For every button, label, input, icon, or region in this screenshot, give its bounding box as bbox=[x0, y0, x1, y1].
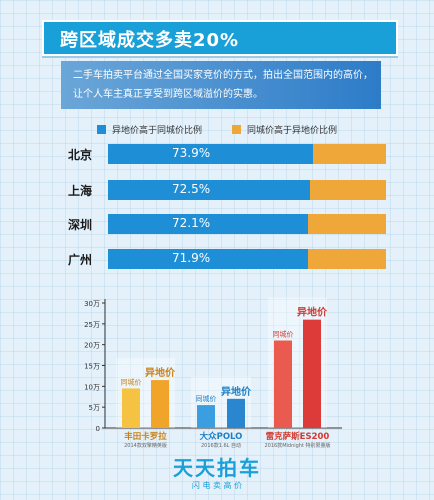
legend-label-local: 同城价高于异地价比例 bbox=[247, 126, 338, 136]
brand-slogan: 闪 电 卖 高 价 bbox=[191, 481, 243, 490]
brand-logo: 天天拍车 bbox=[173, 456, 261, 480]
bar-label: 同城价 bbox=[273, 331, 294, 339]
car-price-chart: 05万10万15万20万25万30万同城价异地价丰田卡罗拉2014款双擎精英版同… bbox=[84, 297, 342, 449]
bar-local-segment: 72.5% bbox=[108, 180, 386, 200]
city-label: 上海 bbox=[68, 184, 93, 198]
description-box: 二手车拍卖平台通过全国买家竞价的方式，拍出全国范围内的高价，让个人车主真正享受到… bbox=[61, 61, 381, 109]
page-title: 跨区域成交多卖20% bbox=[60, 30, 240, 51]
bar-remote-segment bbox=[108, 180, 310, 200]
car-model-subtitle: 2016款1.6L 自动 bbox=[201, 442, 241, 449]
title-banner: 跨区域成交多卖20% bbox=[42, 20, 398, 56]
bar-remote-segment bbox=[108, 214, 309, 234]
city-row: 上海 72.5% bbox=[68, 180, 386, 200]
y-tick-label: 20万 bbox=[84, 342, 100, 350]
legend-item-remote: 异地价高于同城价比例 bbox=[97, 123, 202, 136]
bar-value-label: 72.5% bbox=[172, 182, 211, 196]
bar-local-segment: 72.1% bbox=[108, 214, 386, 234]
legend-item-local: 同城价高于异地价比例 bbox=[232, 123, 337, 136]
y-tick-label: 30万 bbox=[84, 300, 100, 308]
legend-label-remote: 异地价高于同城价比例 bbox=[112, 126, 203, 136]
legend-swatch-blue bbox=[97, 125, 106, 134]
car-bar bbox=[303, 319, 321, 428]
y-tick-label: 10万 bbox=[84, 383, 100, 391]
city-label: 广州 bbox=[68, 253, 93, 267]
y-tick-label: 5万 bbox=[89, 404, 100, 412]
legend-swatch-orange bbox=[232, 125, 241, 134]
bar-remote-segment bbox=[108, 249, 308, 269]
car-model-subtitle: 2016款Midnight 特别限量版 bbox=[264, 442, 330, 449]
bar-label: 同城价 bbox=[121, 378, 142, 386]
bar-label: 同城价 bbox=[196, 395, 217, 403]
car-bar bbox=[122, 388, 140, 428]
bar-label: 异地价 bbox=[297, 306, 328, 319]
bar-value-label: 71.9% bbox=[172, 251, 211, 265]
bar-value-label: 72.1% bbox=[172, 216, 211, 230]
city-label: 深圳 bbox=[68, 218, 93, 232]
car-bar bbox=[227, 398, 245, 428]
bar-value-label: 73.9% bbox=[172, 146, 211, 160]
car-bar bbox=[151, 380, 169, 428]
city-row: 深圳 72.1% bbox=[68, 214, 386, 234]
bar-local-segment: 73.9% bbox=[108, 144, 386, 164]
y-tick-label: 25万 bbox=[84, 321, 100, 329]
car-model-label: 丰田卡罗拉 bbox=[124, 431, 167, 442]
car-model-label: 雷克萨斯ES200 bbox=[266, 431, 330, 442]
car-model-subtitle: 2014款双擎精英版 bbox=[124, 442, 167, 449]
bar-local-segment: 71.9% bbox=[108, 249, 386, 269]
car-model-label: 大众POLO bbox=[200, 431, 243, 442]
city-label: 北京 bbox=[68, 148, 93, 162]
bar-remote-segment bbox=[108, 144, 314, 164]
car-bar bbox=[274, 340, 292, 428]
y-tick-label: 15万 bbox=[84, 363, 100, 371]
city-row: 广州 71.9% bbox=[68, 249, 386, 269]
description-text: 二手车拍卖平台通过全国买家竞价的方式，拍出全国范围内的高价，让个人车主真正享受到… bbox=[73, 70, 373, 100]
bar-label: 异地价 bbox=[221, 385, 252, 398]
city-row: 北京 73.9% bbox=[68, 144, 386, 164]
y-tick-label: 0 bbox=[96, 425, 100, 433]
bar-label: 异地价 bbox=[145, 366, 176, 379]
car-bar bbox=[197, 405, 215, 428]
